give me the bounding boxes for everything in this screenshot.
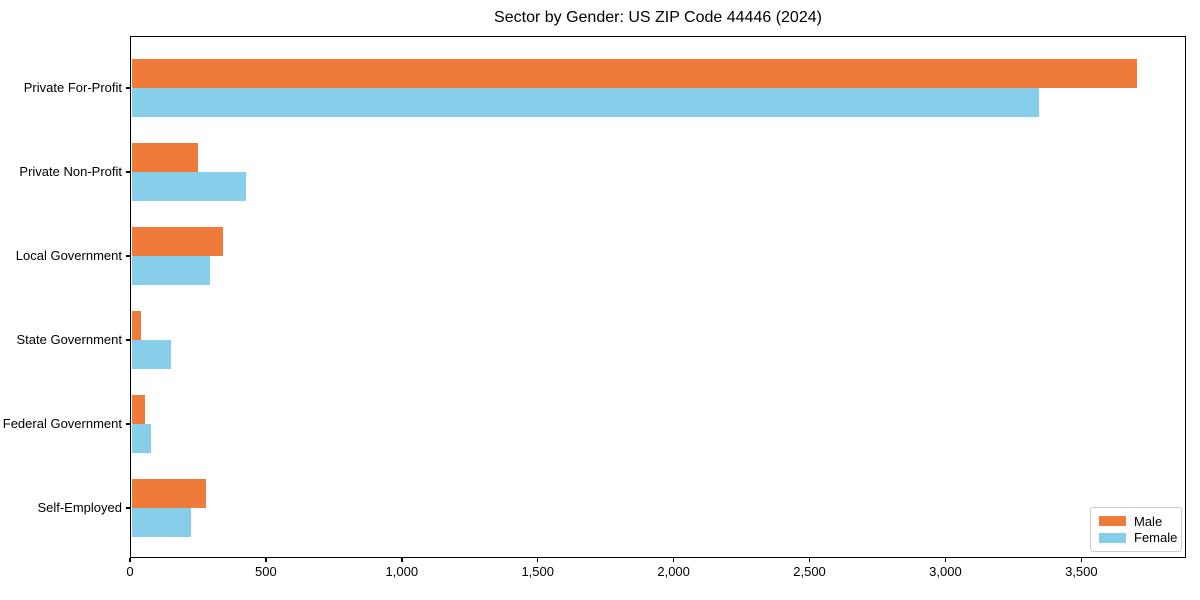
- y-tick-mark: [126, 423, 130, 425]
- bar-male-state-government: [131, 311, 141, 340]
- x-tick-mark: [672, 558, 675, 562]
- legend-swatch-female: [1099, 532, 1126, 543]
- y-tick-mark: [126, 87, 130, 89]
- y-tick-label-federal-government: Federal Government: [2, 416, 122, 431]
- bar-female-local-government: [131, 256, 211, 285]
- x-tick-mark: [1080, 558, 1083, 562]
- y-tick-mark: [126, 255, 130, 257]
- y-tick-mark: [126, 171, 130, 173]
- legend: Male Female: [1090, 507, 1182, 552]
- x-tick-mark: [129, 558, 131, 562]
- x-tick-label-1500: 1,500: [521, 564, 554, 579]
- bar-female-federal-government: [131, 424, 151, 453]
- bar-male-private-non-profit: [131, 143, 199, 172]
- bar-male-self-employed: [131, 479, 207, 508]
- x-tick-mark: [265, 558, 267, 562]
- x-tick-label-0: 0: [126, 564, 134, 579]
- bar-male-local-government: [131, 227, 223, 256]
- legend-label-female: Female: [1134, 530, 1178, 546]
- x-tick-label-3500: 3,500: [1065, 564, 1098, 579]
- x-tick-label-2000: 2,000: [657, 564, 690, 579]
- x-tick-mark: [401, 558, 403, 562]
- x-tick-label-1000: 1,000: [385, 564, 419, 579]
- x-tick-label-3000: 3,000: [929, 564, 962, 579]
- legend-item-male: Male: [1099, 514, 1173, 529]
- bar-female-private-non-profit: [131, 172, 246, 201]
- y-tick-label-self-employed: Self-Employed: [37, 500, 122, 515]
- y-tick-label-state-government: State Government: [16, 332, 123, 347]
- y-tick-mark: [126, 507, 130, 509]
- legend-swatch-male: [1099, 516, 1126, 527]
- x-tick-mark: [536, 558, 539, 562]
- x-tick-mark: [808, 558, 811, 562]
- bar-female-private-for-profit: [131, 88, 1040, 117]
- bar-female-self-employed: [131, 508, 192, 537]
- plot-area: [130, 36, 1186, 558]
- y-tick-label-private-for-profit: Private For-Profit: [23, 80, 122, 95]
- y-tick-label-private-non-profit: Private Non-Profit: [19, 164, 122, 179]
- x-tick-label-500: 500: [255, 564, 277, 579]
- bar-male-private-for-profit: [131, 59, 1138, 88]
- bar-male-federal-government: [131, 395, 146, 424]
- bar-female-state-government: [131, 340, 171, 369]
- x-tick-mark: [944, 558, 947, 562]
- legend-item-female: Female: [1099, 530, 1177, 545]
- y-tick-label-local-government: Local Government: [15, 248, 122, 263]
- y-tick-mark: [126, 339, 130, 341]
- x-tick-label-2500: 2,500: [793, 564, 826, 579]
- chart-title: Sector by Gender: US ZIP Code 44446 (202…: [494, 9, 822, 26]
- legend-label-male: Male: [1134, 513, 1163, 529]
